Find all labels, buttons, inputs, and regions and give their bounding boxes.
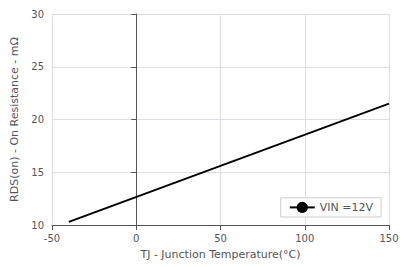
svg-text:VIN =12V: VIN =12V bbox=[320, 201, 374, 214]
svg-text:0: 0 bbox=[133, 233, 139, 244]
svg-text:30: 30 bbox=[31, 9, 44, 20]
svg-text:150: 150 bbox=[379, 233, 398, 244]
svg-text:10: 10 bbox=[31, 220, 44, 231]
svg-text:20: 20 bbox=[31, 114, 44, 125]
svg-text:15: 15 bbox=[31, 167, 44, 178]
svg-text:-50: -50 bbox=[44, 233, 60, 244]
svg-text:100: 100 bbox=[295, 233, 314, 244]
svg-text:TJ - Junction Temperature(°C): TJ - Junction Temperature(°C) bbox=[139, 248, 300, 261]
svg-text:RDS(on) - On Resistance - mΩ: RDS(on) - On Resistance - mΩ bbox=[8, 37, 21, 202]
svg-text:25: 25 bbox=[31, 61, 44, 72]
svg-text:50: 50 bbox=[214, 233, 227, 244]
